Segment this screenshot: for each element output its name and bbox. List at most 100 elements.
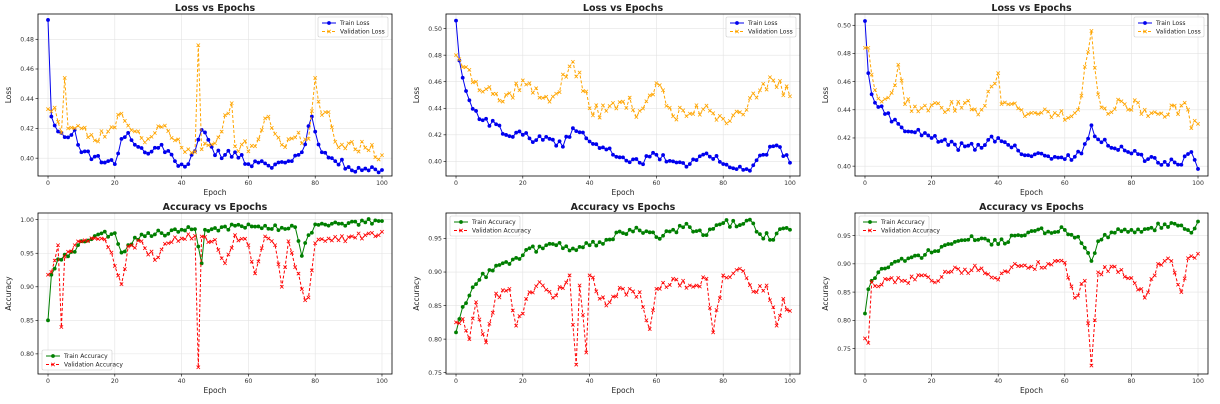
data-point bbox=[223, 261, 228, 266]
data-point bbox=[751, 289, 756, 294]
data-point bbox=[169, 152, 174, 157]
data-point bbox=[199, 234, 204, 239]
data-point bbox=[707, 154, 712, 159]
data-point bbox=[380, 168, 384, 172]
data-point bbox=[1019, 233, 1024, 238]
data-point bbox=[146, 136, 151, 141]
y-tick-label: 0.75 bbox=[428, 370, 442, 377]
data-point bbox=[956, 239, 961, 243]
x-axis-label: Epoch bbox=[612, 386, 635, 395]
data-point bbox=[199, 147, 204, 152]
data-point bbox=[253, 159, 257, 164]
data-point bbox=[751, 163, 756, 168]
data-point bbox=[1146, 157, 1150, 161]
data-point bbox=[560, 286, 565, 291]
data-point bbox=[1026, 111, 1031, 116]
data-point bbox=[122, 118, 127, 123]
data-point bbox=[727, 165, 732, 170]
data-point bbox=[504, 133, 509, 137]
data-point bbox=[1042, 231, 1047, 236]
data-point bbox=[1059, 109, 1064, 113]
data-point bbox=[956, 267, 961, 272]
data-point bbox=[959, 238, 964, 243]
data-point bbox=[889, 261, 894, 266]
data-point bbox=[896, 259, 901, 263]
data-point bbox=[159, 247, 164, 252]
data-point bbox=[179, 227, 184, 232]
data-point bbox=[909, 274, 914, 279]
legend-box bbox=[725, 16, 797, 38]
data-point bbox=[166, 241, 171, 246]
data-point bbox=[1106, 269, 1111, 274]
data-point bbox=[56, 119, 61, 124]
data-point bbox=[360, 218, 364, 223]
data-point bbox=[942, 269, 947, 274]
data-point bbox=[540, 137, 545, 142]
data-point bbox=[1056, 258, 1061, 263]
data-point bbox=[1126, 150, 1130, 154]
data-point bbox=[737, 223, 742, 227]
data-point bbox=[256, 160, 261, 165]
y-tick-label: 0.90 bbox=[20, 284, 34, 291]
data-point bbox=[600, 103, 605, 108]
data-point bbox=[1016, 233, 1021, 238]
data-point bbox=[959, 271, 964, 276]
data-point bbox=[379, 153, 384, 158]
data-point bbox=[477, 277, 482, 282]
data-point bbox=[359, 139, 364, 144]
data-point bbox=[597, 115, 602, 120]
data-point bbox=[246, 222, 251, 227]
data-point bbox=[329, 156, 334, 161]
data-point bbox=[289, 250, 294, 255]
data-point bbox=[152, 257, 157, 262]
data-point bbox=[989, 84, 994, 89]
data-point bbox=[667, 229, 672, 234]
data-point bbox=[76, 239, 81, 244]
data-point bbox=[982, 236, 987, 241]
data-point bbox=[724, 218, 729, 222]
data-point bbox=[624, 232, 629, 236]
data-point bbox=[731, 166, 736, 171]
data-point bbox=[52, 258, 57, 263]
data-point bbox=[982, 103, 987, 108]
data-point bbox=[183, 164, 187, 169]
data-point bbox=[681, 225, 686, 230]
data-point bbox=[906, 281, 911, 286]
data-point bbox=[49, 270, 54, 275]
data-point bbox=[173, 159, 177, 164]
data-point bbox=[122, 135, 127, 140]
data-point bbox=[929, 136, 934, 140]
data-point bbox=[737, 110, 742, 115]
data-point bbox=[1059, 225, 1064, 230]
data-point bbox=[329, 125, 334, 130]
data-point bbox=[1056, 113, 1061, 118]
data-point bbox=[500, 261, 505, 266]
data-point bbox=[1066, 232, 1071, 237]
y-axis-label: Loss bbox=[4, 87, 13, 104]
data-point bbox=[654, 286, 659, 291]
data-point bbox=[253, 271, 258, 276]
data-point bbox=[671, 114, 676, 119]
data-point bbox=[641, 305, 646, 310]
data-point bbox=[748, 168, 752, 173]
data-point bbox=[189, 236, 194, 241]
data-point bbox=[520, 132, 525, 137]
data-point bbox=[876, 284, 881, 289]
data-point bbox=[591, 239, 595, 244]
data-point bbox=[376, 219, 381, 223]
data-point bbox=[1042, 107, 1047, 112]
x-tick-label: 20 bbox=[519, 180, 527, 187]
data-point bbox=[142, 234, 147, 239]
data-point bbox=[989, 242, 994, 247]
data-point bbox=[939, 275, 944, 279]
data-point bbox=[480, 271, 485, 276]
data-point bbox=[744, 107, 749, 112]
data-point bbox=[707, 108, 712, 113]
y-tick-label: 0.75 bbox=[837, 346, 851, 353]
data-point bbox=[953, 240, 957, 244]
data-point bbox=[279, 225, 284, 230]
data-point bbox=[336, 221, 341, 226]
data-point bbox=[276, 262, 281, 267]
data-point bbox=[1136, 100, 1141, 105]
data-point bbox=[751, 221, 756, 226]
